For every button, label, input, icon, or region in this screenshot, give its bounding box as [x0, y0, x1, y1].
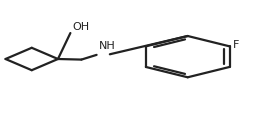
Text: F: F — [233, 40, 239, 50]
Text: OH: OH — [73, 22, 90, 32]
Text: NH: NH — [99, 41, 116, 51]
